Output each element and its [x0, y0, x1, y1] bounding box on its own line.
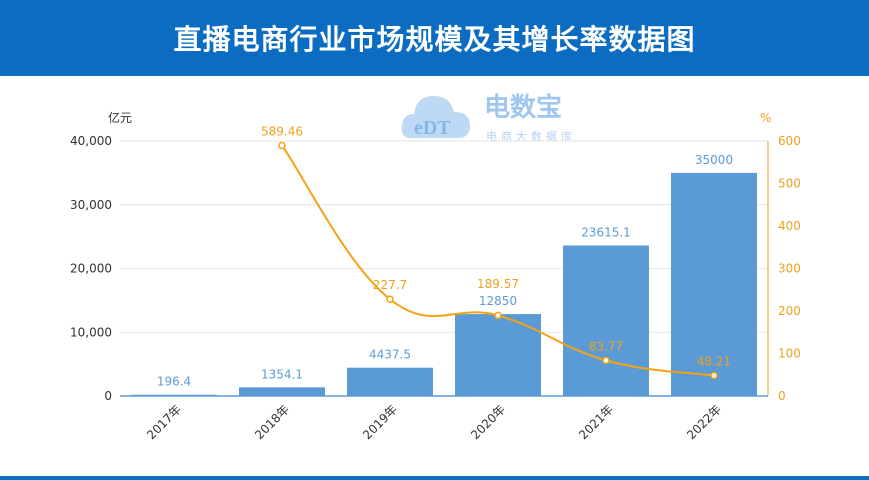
right-tick-label: 200 [778, 304, 801, 318]
bar [563, 245, 649, 396]
right-tick-label: 500 [778, 177, 801, 191]
line-value-label: 48.21 [697, 355, 731, 369]
left-axis-unit: 亿元 [108, 110, 132, 125]
line-value-label: 189.57 [477, 277, 519, 291]
bar [239, 387, 325, 396]
right-tick-label: 600 [778, 134, 801, 148]
x-tick-label: 2021年 [576, 402, 616, 442]
x-tick-label: 2020年 [468, 402, 508, 442]
line-point [602, 356, 610, 365]
bar-value-label: 12850 [479, 294, 517, 308]
bar-value-label: 1354.1 [261, 367, 303, 381]
bar-value-label: 35000 [695, 153, 733, 167]
x-tick-label: 2017年 [144, 402, 184, 442]
right-tick-label: 100 [778, 347, 801, 361]
right-tick-label: 0 [778, 389, 786, 403]
x-tick-label: 2018年 [252, 402, 292, 442]
bar [347, 367, 433, 396]
line-point [494, 311, 502, 320]
watermark-logo: eDT 电数宝 电商大数据库 [400, 84, 580, 148]
left-tick-label: 0 [104, 389, 112, 403]
left-tick-label: 20,000 [70, 262, 112, 276]
right-tick-label: 300 [778, 262, 801, 276]
left-tick-label: 40,000 [70, 134, 112, 148]
svg-text:eDT: eDT [414, 117, 451, 139]
line-value-label: 227.7 [373, 278, 407, 292]
bar-value-label: 4437.5 [369, 348, 411, 362]
growth-rate-line [281, 144, 715, 377]
line-value-label: 589.46 [261, 124, 303, 138]
line-point [386, 295, 394, 303]
bar [455, 314, 541, 396]
chart-title: 直播电商行业市场规模及其增长率数据图 [0, 0, 869, 76]
svg-text:电商大数据库: 电商大数据库 [486, 129, 576, 143]
right-axis-unit: % [760, 111, 771, 125]
x-tick-label: 2022年 [684, 402, 724, 442]
bottom-border [0, 476, 869, 480]
bar-value-label: 23615.1 [581, 225, 631, 239]
left-tick-label: 10,000 [70, 325, 112, 339]
bar-value-label: 196.4 [157, 375, 191, 389]
line-point [710, 371, 718, 380]
line-point [278, 141, 286, 150]
line-value-label: 83.77 [589, 339, 623, 353]
bar [671, 172, 757, 396]
left-tick-label: 30,000 [70, 198, 112, 212]
svg-text:电数宝: 电数宝 [484, 92, 562, 123]
right-tick-label: 400 [778, 219, 801, 233]
x-tick-label: 2019年 [360, 402, 400, 442]
